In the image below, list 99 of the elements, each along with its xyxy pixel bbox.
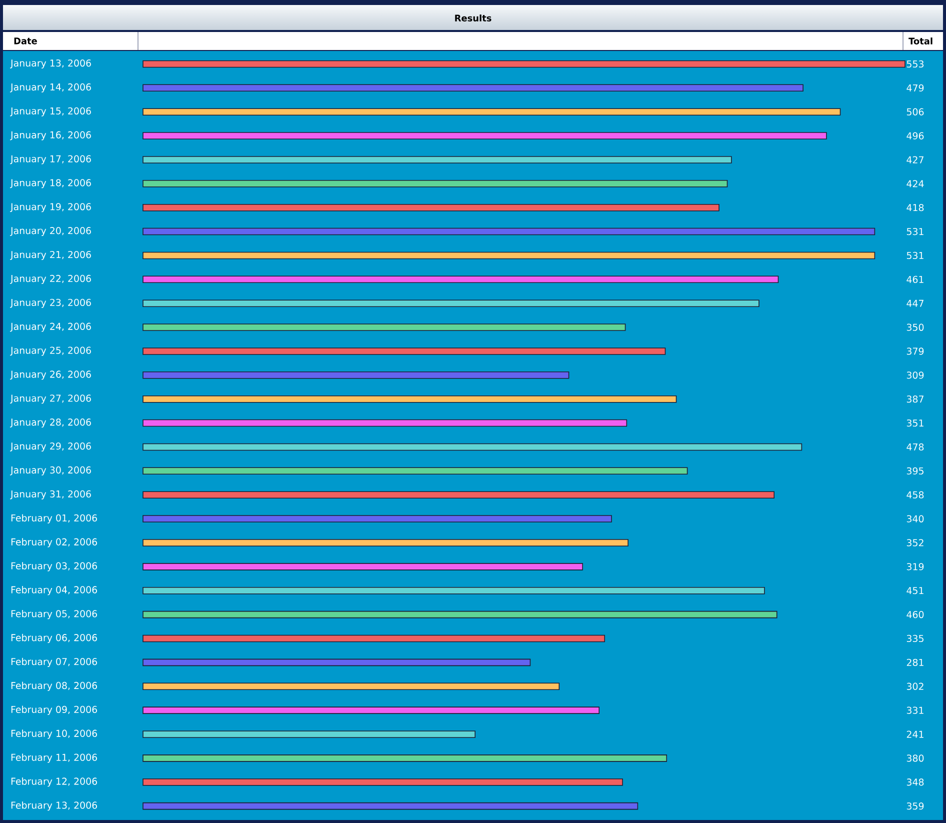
y-tick-label: February 09, 2006 xyxy=(11,706,98,715)
y-tick-label: January 29, 2006 xyxy=(10,442,91,452)
data-label: 427 xyxy=(906,156,924,164)
bar xyxy=(142,156,732,164)
data-label: 351 xyxy=(906,419,924,427)
y-tick-label: January 18, 2006 xyxy=(10,179,91,188)
bar xyxy=(142,515,612,522)
bar xyxy=(142,276,779,284)
bar xyxy=(142,372,570,379)
data-label: 461 xyxy=(906,276,924,283)
bar xyxy=(142,228,876,236)
data-label: 478 xyxy=(906,443,924,451)
data-label: 319 xyxy=(906,563,924,570)
bar xyxy=(142,586,765,594)
data-label: 387 xyxy=(906,396,924,403)
data-label: 553 xyxy=(906,60,924,68)
data-label: 458 xyxy=(906,491,924,498)
data-label: 350 xyxy=(906,324,924,331)
bar xyxy=(142,443,802,451)
y-tick-label: February 06, 2006 xyxy=(11,634,98,644)
y-tick-label: January 26, 2006 xyxy=(10,370,91,380)
y-tick-label: January 15, 2006 xyxy=(10,107,91,116)
data-label: 418 xyxy=(906,204,924,212)
y-tick-label: January 27, 2006 xyxy=(10,394,91,404)
data-label: 340 xyxy=(906,515,924,522)
y-tick-label: February 01, 2006 xyxy=(11,514,98,524)
data-label: 506 xyxy=(906,108,924,116)
bar xyxy=(142,730,476,738)
bar xyxy=(142,300,760,307)
bar xyxy=(142,60,906,68)
bar xyxy=(142,204,720,212)
y-tick-label: January 17, 2006 xyxy=(10,155,91,164)
y-tick-label: February 13, 2006 xyxy=(11,801,98,811)
y-tick-label: February 04, 2006 xyxy=(11,586,98,596)
bar xyxy=(142,682,560,690)
bar xyxy=(142,132,827,140)
bar xyxy=(142,563,583,570)
y-tick-label: January 16, 2006 xyxy=(10,131,91,140)
data-label: 241 xyxy=(906,730,924,738)
bar xyxy=(142,419,628,427)
y-tick-label: January 19, 2006 xyxy=(10,203,91,212)
data-label: 302 xyxy=(906,682,924,690)
data-label: 451 xyxy=(906,587,924,594)
y-tick-label: January 31, 2006 xyxy=(10,490,91,500)
data-label: 531 xyxy=(906,228,924,236)
x-axis-title: Total xyxy=(908,38,932,44)
data-label: 380 xyxy=(906,754,924,762)
bar xyxy=(142,84,804,92)
bar xyxy=(142,324,626,331)
y-tick-label: January 23, 2006 xyxy=(10,298,91,308)
bar xyxy=(142,754,668,762)
y-tick-label: January 14, 2006 xyxy=(10,83,91,92)
y-tick-label: January 30, 2006 xyxy=(10,466,91,476)
data-label: 309 xyxy=(906,372,924,379)
data-label: 379 xyxy=(906,348,924,355)
data-label: 496 xyxy=(906,132,924,140)
data-label: 359 xyxy=(906,802,924,810)
y-tick-label: January 24, 2006 xyxy=(10,322,91,332)
data-label: 331 xyxy=(906,706,924,714)
y-tick-label: February 07, 2006 xyxy=(11,658,98,667)
y-tick-label: January 20, 2006 xyxy=(10,227,91,236)
y-tick-label: February 08, 2006 xyxy=(11,682,98,691)
data-label: 460 xyxy=(906,610,924,618)
bar xyxy=(142,610,778,618)
bar xyxy=(142,180,728,188)
data-label: 531 xyxy=(906,252,924,260)
data-label: 395 xyxy=(906,467,924,474)
bar xyxy=(142,802,638,810)
y-tick-label: February 02, 2006 xyxy=(11,538,98,548)
y-tick-label: February 10, 2006 xyxy=(11,730,98,739)
y-tick-label: February 12, 2006 xyxy=(11,778,98,787)
bar xyxy=(142,395,677,403)
y-axis-title: Date xyxy=(14,38,37,44)
y-tick-label: February 03, 2006 xyxy=(11,562,98,572)
data-label: 281 xyxy=(906,658,924,666)
bar xyxy=(142,634,606,642)
bar xyxy=(142,539,628,546)
data-label: 447 xyxy=(906,300,924,307)
y-tick-label: February 11, 2006 xyxy=(11,754,98,763)
bar xyxy=(142,706,600,714)
y-tick-label: January 25, 2006 xyxy=(10,346,91,356)
y-tick-label: February 05, 2006 xyxy=(11,610,98,620)
y-tick-label: January 13, 2006 xyxy=(10,59,91,68)
data-label: 424 xyxy=(906,180,924,188)
bar xyxy=(142,348,666,355)
bar xyxy=(142,778,623,786)
bar xyxy=(142,658,531,666)
y-tick-label: January 28, 2006 xyxy=(10,418,91,428)
data-label: 348 xyxy=(906,778,924,786)
y-tick-label: January 21, 2006 xyxy=(10,250,91,260)
data-label: 352 xyxy=(906,539,924,546)
y-tick-label: January 22, 2006 xyxy=(10,274,91,284)
chart-title: Results xyxy=(455,14,492,22)
bar xyxy=(142,467,688,475)
bar xyxy=(142,252,876,260)
data-label: 479 xyxy=(906,84,924,92)
data-label: 335 xyxy=(906,634,924,642)
bar xyxy=(142,491,774,498)
bar xyxy=(142,108,841,116)
